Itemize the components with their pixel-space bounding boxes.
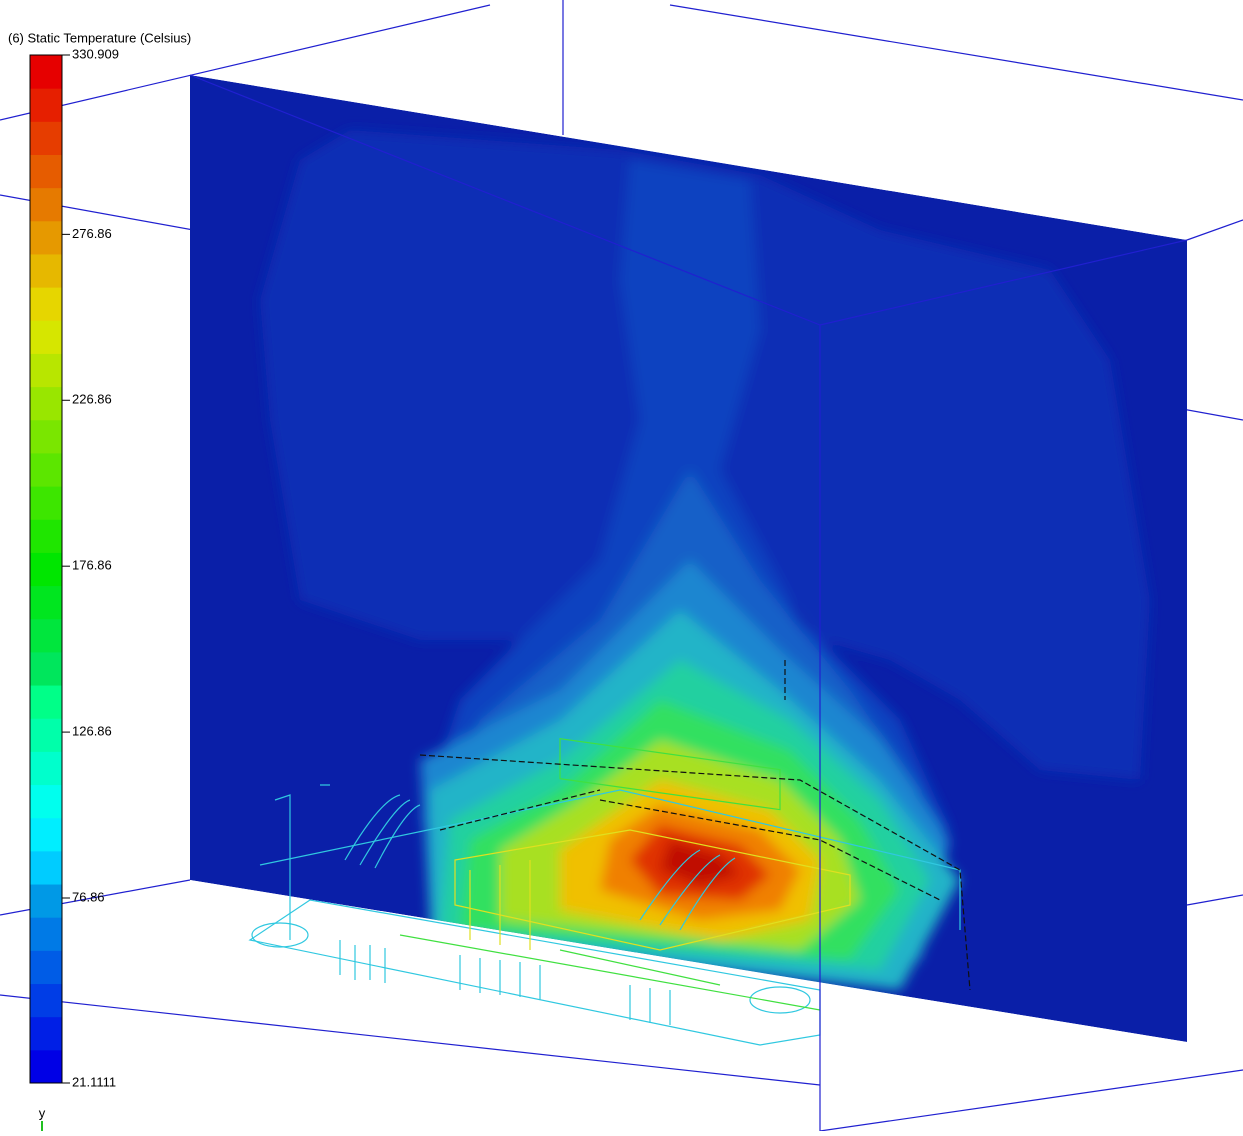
legend-band [30,1050,62,1084]
legend-band [30,751,62,785]
legend-band [30,254,62,288]
legend-band [30,420,62,454]
legend-band [30,718,62,752]
legend-band [30,320,62,354]
legend-band [30,552,62,586]
legend-tick-label: 276.86 [72,226,112,241]
legend-band [30,917,62,951]
legend-band [30,55,62,89]
legend-tick-label: 176.86 [72,558,112,573]
legend-band [30,1017,62,1051]
legend-band [30,353,62,387]
cfd-viewport: (6) Static Temperature (Celsius) 330.909… [0,0,1243,1131]
legend-band [30,486,62,520]
legend-band [30,619,62,653]
legend-band [30,121,62,155]
legend-band [30,984,62,1018]
color-legend: (6) Static Temperature (Celsius) 330.909… [8,30,191,1089]
legend-band [30,88,62,122]
legend-band [30,453,62,487]
legend-title: (6) Static Temperature (Celsius) [8,30,191,45]
legend-band [30,586,62,620]
legend-band [30,387,62,421]
legend-band [30,154,62,188]
temperature-plane [190,75,1187,1042]
legend-band [30,221,62,255]
legend-band [30,950,62,984]
legend-band [30,287,62,321]
legend-tick-label: 76.86 [72,889,105,904]
legend-tick-label: 226.86 [72,392,112,407]
legend-band [30,785,62,819]
legend-tick-label: 21.1111 [72,1074,116,1089]
legend-band [30,519,62,553]
legend-band [30,685,62,719]
legend-band [30,884,62,918]
legend-band [30,652,62,686]
legend-band [30,818,62,852]
legend-band [30,188,62,222]
legend-band [30,851,62,885]
axis-label: y [39,1105,46,1120]
legend-tick-label: 330.909 [72,46,119,61]
legend-tick-label: 126.86 [72,724,112,739]
